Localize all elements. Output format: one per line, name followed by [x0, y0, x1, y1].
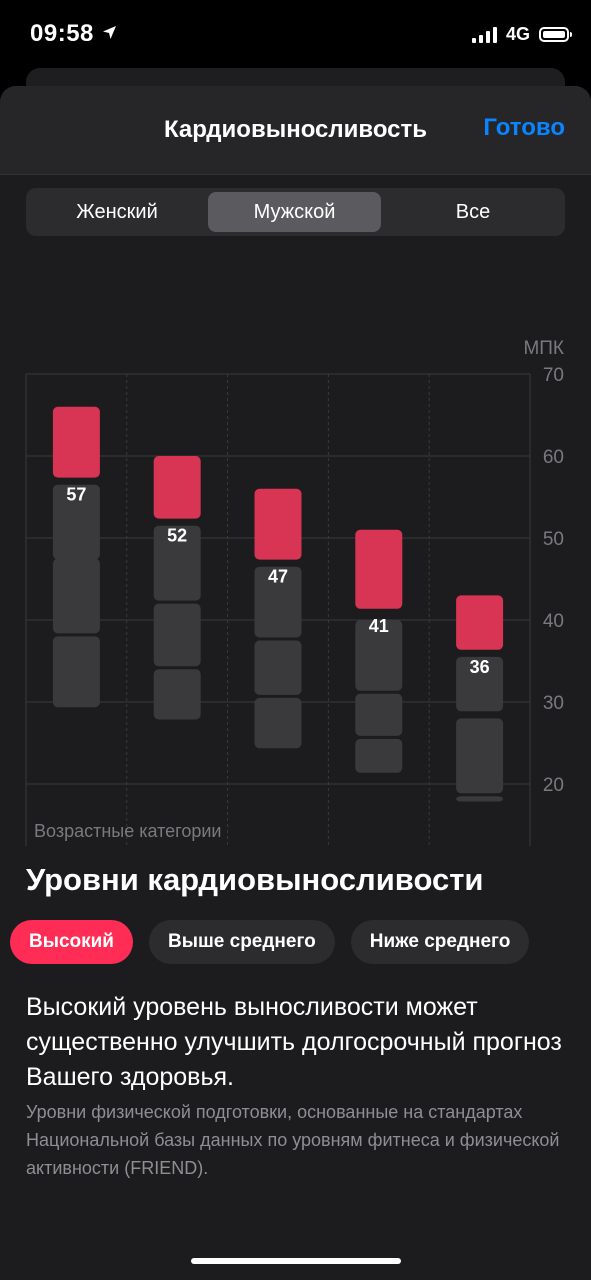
home-indicator[interactable]: [191, 1258, 401, 1264]
bar-value-label: 57: [66, 485, 86, 505]
bar-value-label: 47: [268, 567, 288, 587]
bar-segment: [153, 603, 201, 667]
y-tick-label: 30: [543, 693, 564, 714]
bar-segment: [254, 640, 302, 695]
bar-segment-high: [456, 595, 504, 650]
bar-segment-high: [254, 488, 302, 560]
bar-value-label: 36: [470, 657, 490, 677]
segment-female[interactable]: Женский: [76, 201, 158, 223]
bar-segment: [52, 484, 100, 560]
bar-segment: [456, 656, 504, 712]
done-button[interactable]: Готово: [483, 114, 565, 141]
y-tick-label: 40: [543, 611, 564, 632]
status-bar: 09:58 4G: [0, 0, 591, 70]
bar-segment: [355, 620, 403, 691]
level-description: Высокий уровень выносливости может сущес…: [26, 993, 562, 1091]
y-tick-label: 70: [543, 365, 564, 386]
bar-segment-high: [153, 456, 201, 519]
bar-segment: [355, 738, 403, 773]
location-arrow-icon: [102, 25, 117, 45]
segment-all[interactable]: Все: [455, 201, 491, 223]
bar-segment: [456, 796, 504, 802]
bar-segment: [153, 669, 201, 720]
nav-bar: Кардиовыносливость Готово: [0, 86, 591, 175]
bar-value-label: 52: [167, 526, 187, 546]
bar-segment: [456, 718, 504, 794]
chart-svg: 10203040506070МПК5720—295230—394740—4941…: [25, 338, 564, 846]
cardio-chart: 10203040506070МПК5720—295230—394740—4941…: [0, 246, 591, 846]
x-axis-label: Возрастные категории: [34, 821, 222, 841]
bar-segment: [254, 566, 302, 638]
battery-icon: [539, 27, 572, 42]
source-note: Уровни физической подготовки, основанные…: [26, 1102, 560, 1178]
bar-segment: [355, 693, 403, 736]
page-title: Кардиовыносливость: [163, 116, 428, 143]
cardio-sheet: Кардиовыносливость Готово Женский Мужско…: [0, 86, 591, 1280]
status-time: 09:58: [30, 20, 94, 47]
bar-segment: [52, 636, 100, 708]
level-pills: Высокий Выше среднего Ниже среднего: [10, 920, 530, 964]
y-tick-label: 20: [543, 775, 564, 796]
pill-high[interactable]: Высокий: [10, 920, 133, 964]
y-tick-label: 50: [543, 529, 564, 550]
segment-male[interactable]: Мужской: [208, 192, 381, 232]
bar-segment-high: [52, 406, 100, 478]
y-tick-label: 60: [543, 447, 564, 468]
bar-segment: [153, 525, 201, 601]
bar-value-label: 41: [369, 616, 389, 636]
y-axis-title: МПК: [523, 338, 564, 359]
levels-title: Уровни кардиовыносливости: [26, 862, 484, 897]
network-type: 4G: [505, 24, 530, 44]
bar-segment: [52, 558, 100, 634]
pill-below-average[interactable]: Ниже среднего: [350, 920, 530, 964]
cellular-signal-icon: [471, 26, 497, 43]
gender-segmented-control: Женский Мужской Все: [26, 188, 565, 236]
bar-segment-high: [355, 529, 403, 609]
pill-above-average[interactable]: Выше среднего: [149, 920, 335, 964]
bar-segment: [254, 697, 302, 749]
